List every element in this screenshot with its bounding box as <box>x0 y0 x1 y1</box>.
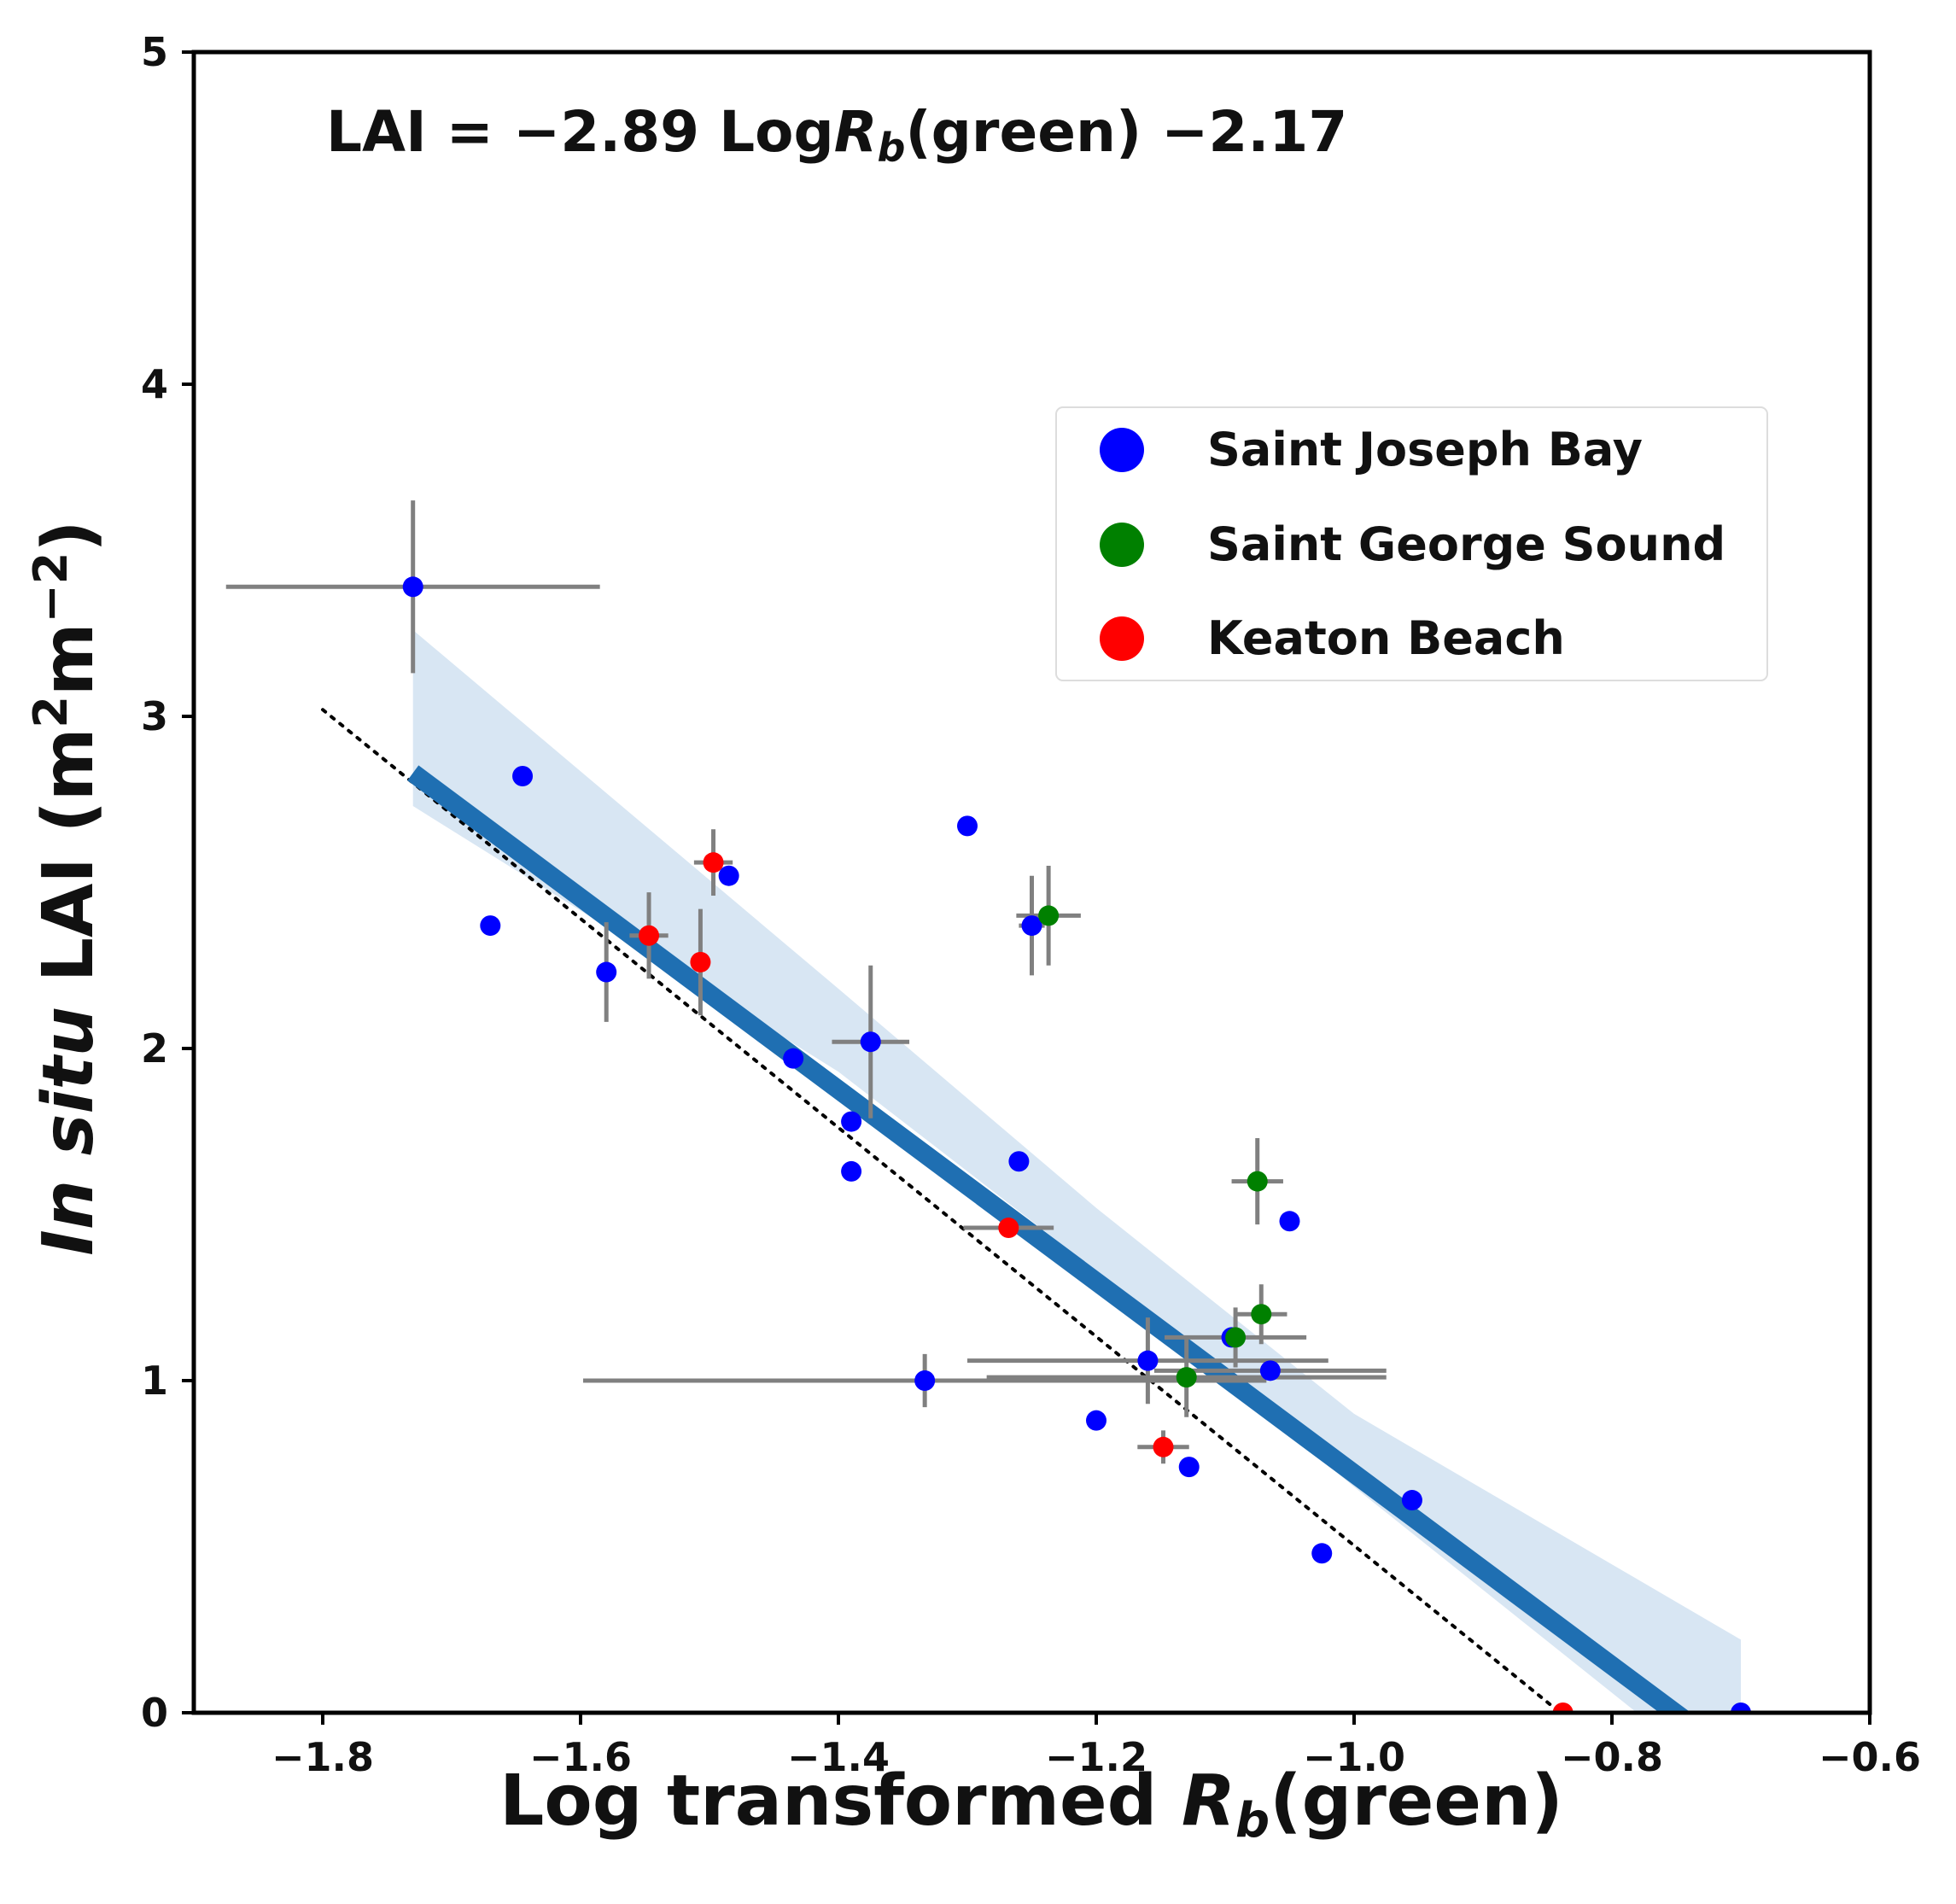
y-tick-label: 4 <box>141 361 168 407</box>
data-point-saint-george-sound <box>1038 905 1060 926</box>
data-point-keaton-beach <box>703 852 724 873</box>
data-point-saint-joseph-bay <box>860 1031 881 1053</box>
data-point-keaton-beach <box>690 951 711 972</box>
x-axis-title: Log transformed Rb(green) <box>499 1761 1563 1849</box>
data-point-keaton-beach <box>1153 1436 1174 1457</box>
legend-frame <box>1055 406 1768 681</box>
data-point-saint-george-sound <box>1225 1327 1247 1348</box>
legend-marker-saint-george-sound <box>1100 523 1144 567</box>
data-point-saint-joseph-bay <box>1178 1457 1200 1478</box>
data-point-saint-joseph-bay <box>1137 1350 1159 1371</box>
x-tick-label: −1.8 <box>272 1734 374 1780</box>
data-point-saint-joseph-bay <box>596 961 617 983</box>
data-point-saint-george-sound <box>1176 1367 1197 1388</box>
y-tick-label: 2 <box>141 1025 168 1072</box>
plot-frame <box>191 50 1872 1715</box>
data-point-saint-joseph-bay <box>783 1048 804 1069</box>
confidence-band <box>412 629 1741 1713</box>
data-point-saint-joseph-bay <box>1086 1410 1106 1431</box>
data-point-saint-joseph-bay <box>914 1370 936 1391</box>
x-tick-label: −1.4 <box>787 1734 890 1780</box>
data-point-saint-joseph-bay <box>1731 1703 1751 1713</box>
x-tick-label: −0.6 <box>1819 1734 1921 1780</box>
y-tick-label: 0 <box>141 1690 168 1736</box>
x-tick-label: −1.0 <box>1303 1734 1405 1780</box>
legend-label-saint-george-sound: Saint George Sound <box>1207 517 1725 571</box>
x-tick-label: −1.2 <box>1045 1734 1147 1780</box>
x-tick-label: −1.6 <box>529 1734 632 1780</box>
data-point-saint-joseph-bay <box>512 766 534 787</box>
data-point-saint-joseph-bay <box>718 865 739 886</box>
data-point-saint-joseph-bay <box>957 815 978 837</box>
data-point-saint-joseph-bay <box>841 1111 862 1132</box>
y-tick-label: 5 <box>141 29 168 75</box>
x-tick-label: −0.8 <box>1561 1734 1663 1780</box>
regression-equation: LAI = −2.89 LogRb(green) −2.17 <box>326 99 1347 171</box>
y-tick-label: 1 <box>141 1358 168 1404</box>
data-point-saint-joseph-bay <box>1008 1151 1030 1172</box>
legend: Saint Joseph Bay Saint George Sound Keat… <box>1055 406 1768 681</box>
data-point-saint-joseph-bay <box>1279 1211 1300 1232</box>
data-point-keaton-beach <box>1552 1703 1574 1713</box>
data-point-saint-joseph-bay <box>1311 1543 1333 1564</box>
legend-label-keaton-beach: Keaton Beach <box>1207 611 1565 665</box>
data-point-saint-joseph-bay <box>1401 1490 1422 1511</box>
data-point-saint-joseph-bay <box>1021 915 1042 937</box>
legend-marker-keaton-beach <box>1100 616 1144 661</box>
reference-line <box>321 708 1562 1713</box>
data-point-keaton-beach <box>998 1218 1019 1239</box>
y-axis-title: In situ LAI (m2m−2) <box>24 520 109 1256</box>
data-point-saint-george-sound <box>1251 1304 1272 1325</box>
regression-line <box>407 765 1691 1713</box>
data-point-saint-joseph-bay <box>480 915 501 937</box>
y-tick-label: 3 <box>141 693 168 739</box>
legend-label-saint-joseph-bay: Saint Joseph Bay <box>1207 423 1643 476</box>
data-point-saint-george-sound <box>1247 1171 1268 1192</box>
legend-marker-saint-joseph-bay <box>1100 428 1144 472</box>
data-point-saint-joseph-bay <box>1259 1360 1281 1381</box>
data-point-saint-joseph-bay <box>841 1160 862 1182</box>
data-point-saint-joseph-bay <box>402 576 423 598</box>
data-point-keaton-beach <box>639 925 660 946</box>
